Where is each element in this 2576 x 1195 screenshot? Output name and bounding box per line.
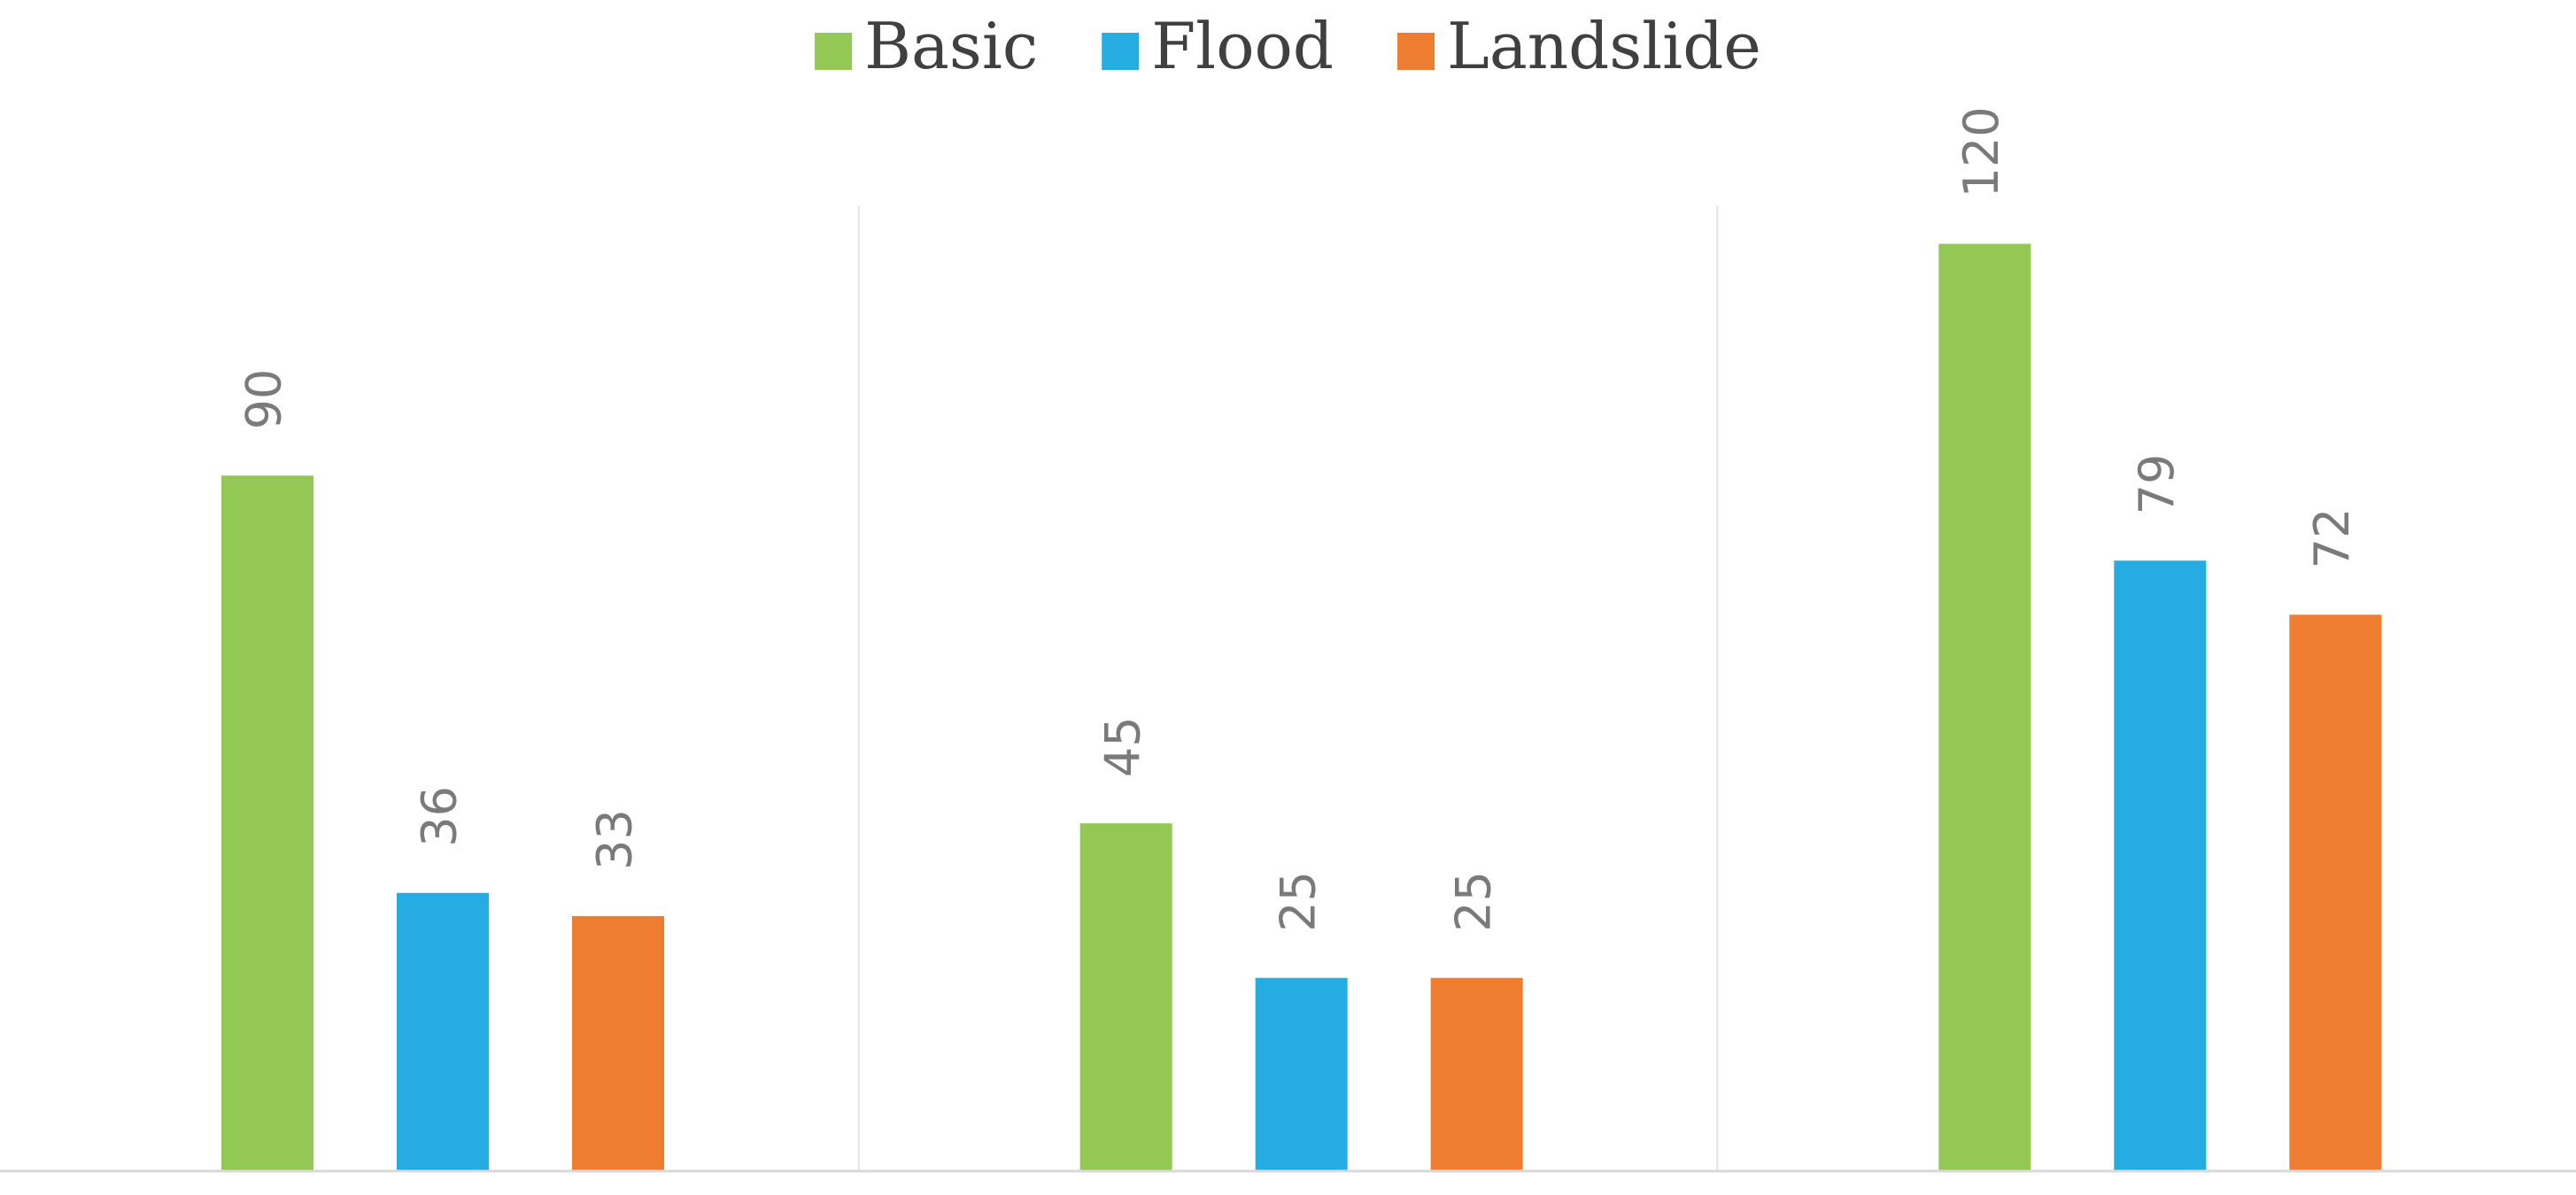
data-label-basic-3: 120	[1953, 106, 2009, 197]
category-separators	[857, 205, 1719, 1171]
legend-swatch-basic	[815, 33, 853, 70]
data-label-basic-1: 90	[236, 369, 292, 430]
bars	[221, 243, 2382, 1171]
data-label-landslide-3: 72	[2304, 508, 2360, 569]
data-label-basic-2: 45	[1095, 716, 1150, 777]
data-label-landslide-2: 25	[1445, 871, 1501, 932]
legend-label-basic: Basic	[864, 9, 1038, 83]
bar-flood-1	[397, 892, 489, 1171]
bar-flood-3	[2114, 560, 2207, 1171]
bar-flood-2	[1255, 977, 1348, 1171]
bar-basic-3	[1938, 243, 2031, 1171]
bar-landslide-1	[572, 915, 664, 1171]
bar-basic-1	[221, 475, 313, 1171]
legend-swatch-flood	[1102, 33, 1140, 70]
legend-item-flood: Flood	[1102, 9, 1334, 83]
legend-item-landslide: Landslide	[1397, 9, 1761, 83]
data-label-flood-1: 36	[412, 786, 468, 847]
data-label-flood-3: 79	[2129, 454, 2185, 515]
legend-item-basic: Basic	[815, 9, 1038, 83]
data-label-flood-2: 25	[1270, 871, 1326, 932]
legend: Basic Flood Landslide	[815, 9, 1761, 83]
legend-swatch-landslide	[1397, 33, 1435, 70]
legend-label-landslide: Landslide	[1447, 9, 1761, 83]
legend-label-flood: Flood	[1151, 9, 1334, 83]
data-label-landslide-1: 33	[587, 809, 643, 870]
data-labels: 90 36 33 45 25 25 120 79 72	[236, 106, 2360, 931]
bar-basic-2	[1079, 823, 1172, 1171]
bar-landslide-3	[2289, 614, 2382, 1171]
bar-landslide-2	[1430, 977, 1523, 1171]
